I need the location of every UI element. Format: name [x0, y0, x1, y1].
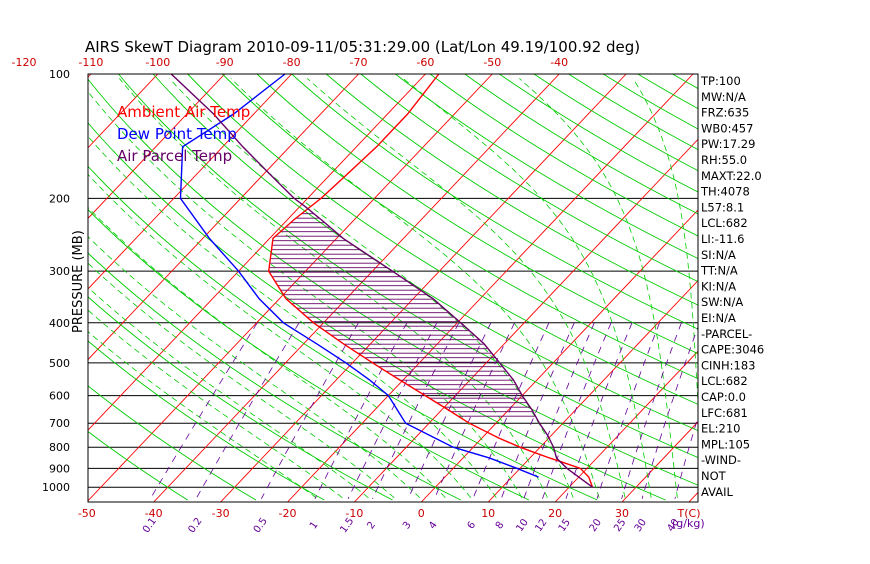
bottom-temp-tick-label: -50: [78, 507, 96, 520]
index-panel-item: NOT: [701, 469, 727, 483]
top-temp-tick-label: -90: [216, 56, 234, 69]
mixing-ratio-label: 1: [308, 520, 321, 532]
isotherm-line: [0, 74, 24, 502]
dry-adiabat-line: [153, 74, 870, 500]
pressure-tick-label: 400: [49, 317, 70, 330]
mixing-ratio-label: 0.2: [186, 516, 204, 535]
index-panel-item: CAPE:3046: [701, 343, 764, 357]
mixing-ratio-label: 4: [427, 520, 440, 532]
moist-adiabat-line: [519, 78, 677, 497]
isotherm-line: [488, 74, 870, 502]
dry-adiabat-line: [326, 74, 870, 500]
mixing-ratio-line: [150, 323, 257, 499]
isotherm-line: [756, 74, 870, 502]
mixing-ratio-unit: (g/kg): [672, 517, 705, 530]
index-panel-item: AVAIL: [701, 485, 734, 499]
mixing-ratio-line: [566, 323, 632, 499]
pressure-tick-label: 200: [49, 192, 70, 205]
bottom-temp-tick-label: 20: [548, 507, 562, 520]
top-temp-tick-label: -100: [145, 56, 170, 69]
pressure-tick-label: 300: [49, 265, 70, 278]
index-panel-item: PW:17.29: [701, 137, 755, 151]
mixing-ratio-line: [622, 323, 682, 499]
index-panel-item: TH:4078: [700, 185, 750, 199]
moist-adiabat-line: [307, 78, 625, 497]
top-temp-tick-label: -60: [416, 56, 434, 69]
index-panel-item: LCL:682: [701, 216, 748, 230]
index-panel-item: SI:N/A: [701, 248, 736, 262]
chart-title: AIRS SkewT Diagram 2010-09-11/05:31:29.0…: [85, 38, 640, 56]
y-axis-title: PRESSURE (MB): [71, 230, 86, 333]
mixing-ratio-line: [642, 323, 699, 499]
dry-adiabat-line: [742, 74, 870, 500]
index-panel-item: LFC:681: [701, 406, 748, 420]
legend-entry: Dew Point Temp: [117, 125, 237, 143]
mixing-ratio-line: [543, 323, 612, 499]
index-panel-item: MW:N/A: [701, 90, 746, 104]
isotherm-line: [354, 74, 760, 502]
index-panel-item: -WIND-: [701, 453, 741, 467]
index-panel-item: CAP:0.0: [701, 390, 746, 404]
bottom-temp-tick-label: 10: [481, 507, 495, 520]
mixing-ratio-label: 0.5: [252, 516, 270, 535]
index-panel-item: FRZ:635: [701, 106, 749, 120]
index-panel-item: -PARCEL-: [701, 327, 752, 341]
pressure-tick-label: 900: [49, 462, 70, 475]
bottom-temp-tick-label: -30: [212, 507, 230, 520]
dry-adiabat-line: [361, 74, 870, 500]
index-panel-item: RH:55.0: [701, 153, 747, 167]
index-panel-item: KI:N/A: [701, 279, 736, 293]
index-panel-item: LI:-11.6: [701, 232, 744, 246]
pressure-tick-label: 700: [49, 417, 70, 430]
index-panel-item: CINH:183: [701, 358, 756, 372]
mixing-ratio-label: 20: [588, 517, 604, 534]
pressure-tick-label: 500: [49, 357, 70, 370]
mixing-ratio-line: [315, 323, 407, 499]
bottom-temp-tick-label: -20: [279, 507, 297, 520]
bottom-temp-tick-label: 30: [615, 507, 629, 520]
mixing-ratio-label: 8: [494, 520, 507, 532]
top-temp-tick-label: -40: [550, 56, 568, 69]
top-temp-tick-label: -80: [283, 56, 301, 69]
dry-adiabat-line: [15, 74, 598, 500]
mixing-ratio-label: 10: [514, 517, 530, 534]
top-temp-tick-label: -120: [12, 56, 37, 69]
index-panel-item: EL:210: [701, 422, 741, 436]
pressure-tick-label: 1000: [42, 481, 70, 494]
dry-adiabat-line: [257, 74, 870, 500]
legend-entry: Ambient Air Temp: [117, 103, 250, 121]
index-panel-item: MAXT:22.0: [701, 169, 762, 183]
mixing-ratio-label: 6: [466, 520, 479, 532]
index-panel-item: TP:100: [700, 74, 741, 88]
pressure-tick-label: 600: [49, 390, 70, 403]
index-panel-item: WB0:457: [701, 121, 753, 135]
bottom-temp-tick-label: 0: [418, 507, 425, 520]
pressure-tick-label: 800: [49, 441, 70, 454]
mixing-ratio-label: 3: [401, 520, 414, 532]
legend-entry: Air Parcel Temp: [117, 147, 232, 165]
top-temp-tick-label: -50: [483, 56, 501, 69]
dry-adiabat-line: [776, 74, 870, 500]
index-panel-item: EI:N/A: [701, 311, 736, 325]
index-panel-item: SW:N/A: [701, 295, 743, 309]
mixing-ratio-label: 2: [365, 520, 378, 532]
isotherm-line: [823, 74, 870, 502]
top-temp-tick-label: -70: [350, 56, 368, 69]
index-panel-item: MPL:105: [701, 437, 750, 451]
mixing-ratio-label: 30: [633, 517, 649, 534]
index-panel-item: LCL:682: [701, 374, 748, 388]
moist-adiabat-line: [231, 78, 599, 497]
index-panel-item: TT:N/A: [700, 264, 738, 278]
pressure-tick-label: 100: [49, 68, 70, 81]
mixing-ratio-line: [196, 323, 299, 499]
index-panel-item: L57:8.1: [701, 200, 744, 214]
top-temp-tick-label: -110: [78, 56, 103, 69]
